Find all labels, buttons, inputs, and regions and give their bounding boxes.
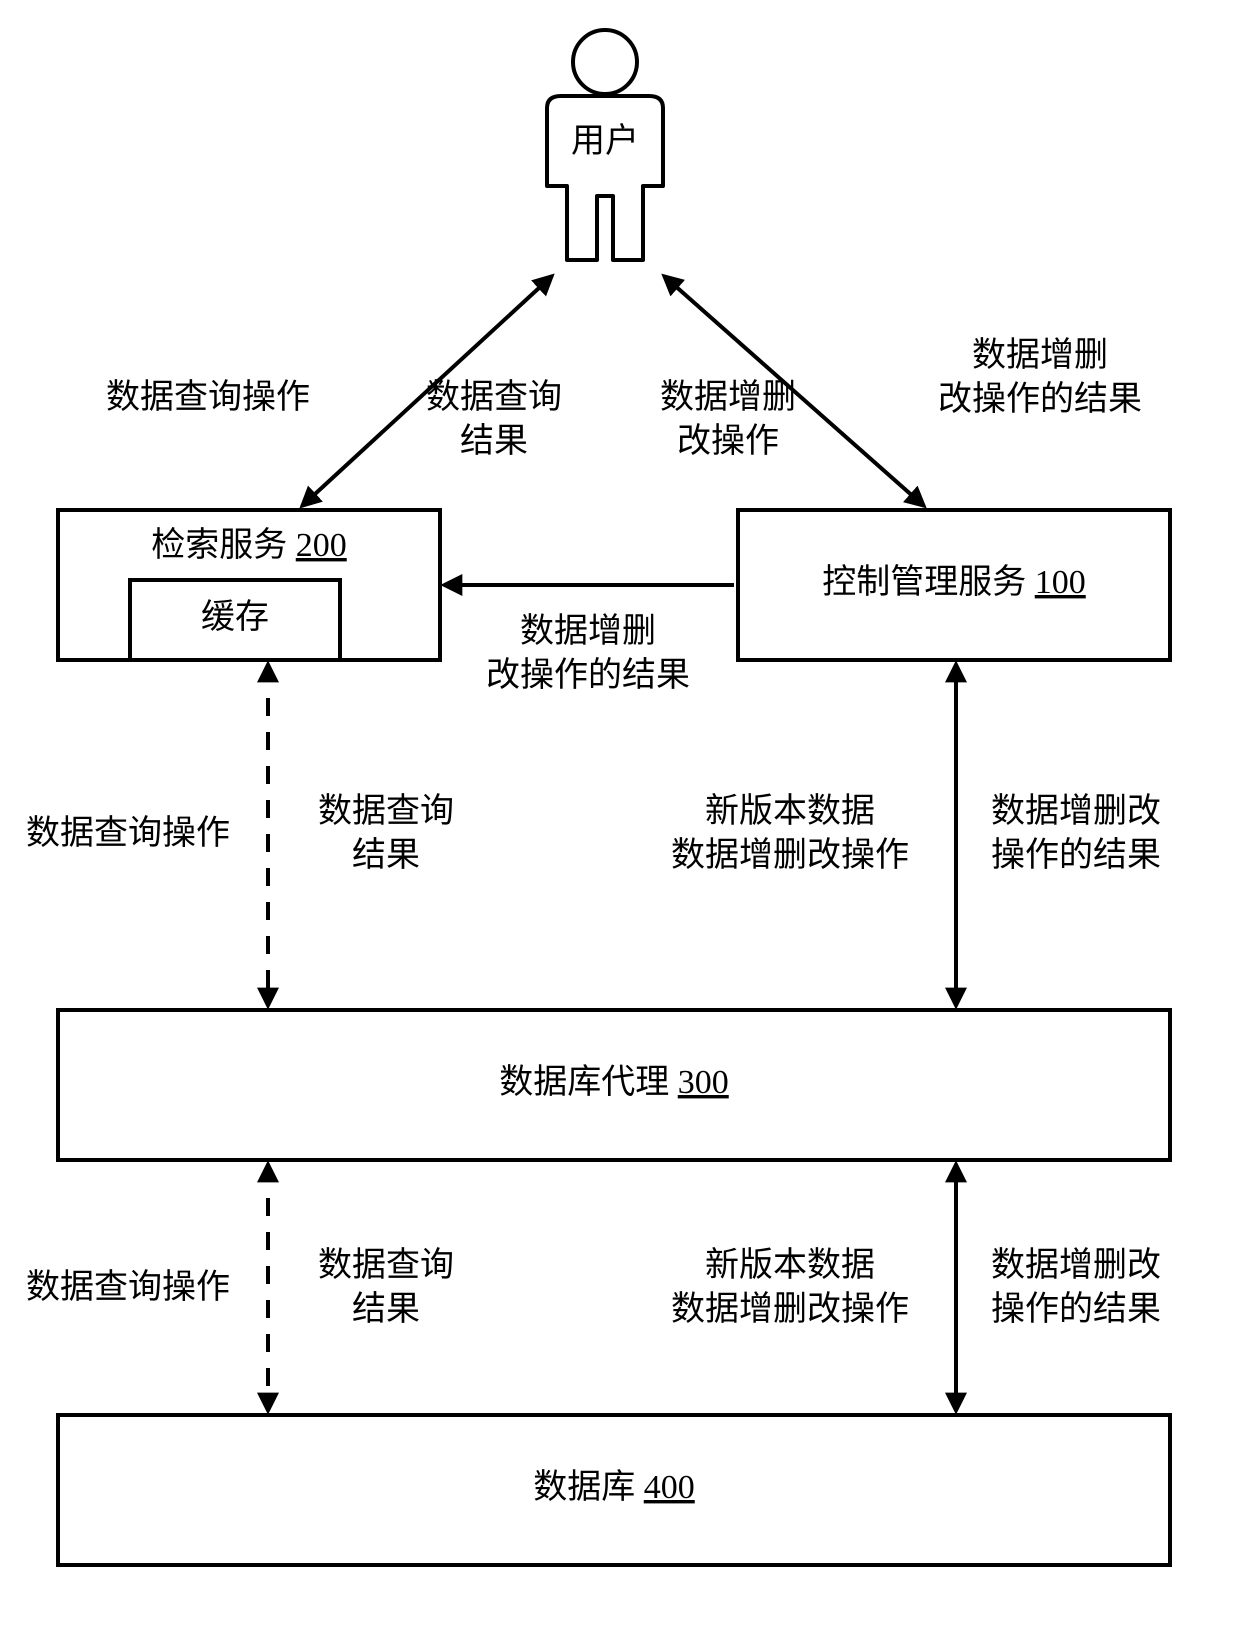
cache-label: 缓存	[201, 598, 269, 636]
lbl-user-retrieval-right-1: 数据查询	[426, 378, 562, 416]
control-box-label: 控制管理服务 100	[822, 563, 1086, 601]
lbl-proxy-db-right-2: 结果	[352, 1290, 420, 1328]
lbl-user-control-left-1: 数据增删	[660, 378, 796, 416]
lbl-user-control-right-1: 数据增删	[972, 336, 1108, 374]
lbl-retr-proxy-left: 数据查询操作	[26, 814, 230, 852]
retrieval-box-label: 检索服务 200	[151, 526, 347, 564]
lbl-ctrl-proxy-left-2: 数据增删改操作	[671, 836, 909, 874]
lbl-ctrl-proxy-right-1: 数据增删改	[991, 792, 1161, 830]
retrieval-box: 检索服务 200	[58, 510, 440, 660]
db-box-label: 数据库 400	[533, 1468, 695, 1506]
lbl-proxy-db-left: 数据查询操作	[26, 1268, 230, 1306]
lbl-retr-proxy-right-2: 结果	[352, 836, 420, 874]
lbl-proxy-db-right-1: 数据查询	[318, 1246, 454, 1284]
lbl-user-retrieval-left: 数据查询操作	[106, 378, 310, 416]
lbl-user-control-left-2: 改操作	[677, 422, 779, 460]
control-box: 控制管理服务 100	[738, 510, 1170, 660]
lbl-user-control-right-2: 改操作的结果	[938, 380, 1142, 418]
user-label: 用户	[571, 122, 639, 160]
lbl-retr-proxy-right-1: 数据查询	[318, 792, 454, 830]
lbl-proxy-db-ctrl-right-2: 操作的结果	[991, 1290, 1161, 1328]
lbl-proxy-db-ctrl-left-1: 新版本数据	[705, 1246, 875, 1284]
lbl-ctrl-proxy-left-1: 新版本数据	[705, 792, 875, 830]
lbl-proxy-db-ctrl-left-2: 数据增删改操作	[671, 1290, 909, 1328]
lbl-ctrl-proxy-right-2: 操作的结果	[991, 836, 1161, 874]
db-box: 数据库 400	[58, 1415, 1170, 1565]
lbl-ctrl-retr-1: 数据增删	[520, 612, 656, 650]
lbl-ctrl-retr-2: 改操作的结果	[486, 656, 690, 694]
proxy-box: 数据库代理 300	[58, 1010, 1170, 1160]
proxy-box-label: 数据库代理 300	[499, 1063, 729, 1101]
lbl-proxy-db-ctrl-right-1: 数据增删改	[991, 1246, 1161, 1284]
lbl-user-retrieval-right-2: 结果	[460, 422, 528, 460]
